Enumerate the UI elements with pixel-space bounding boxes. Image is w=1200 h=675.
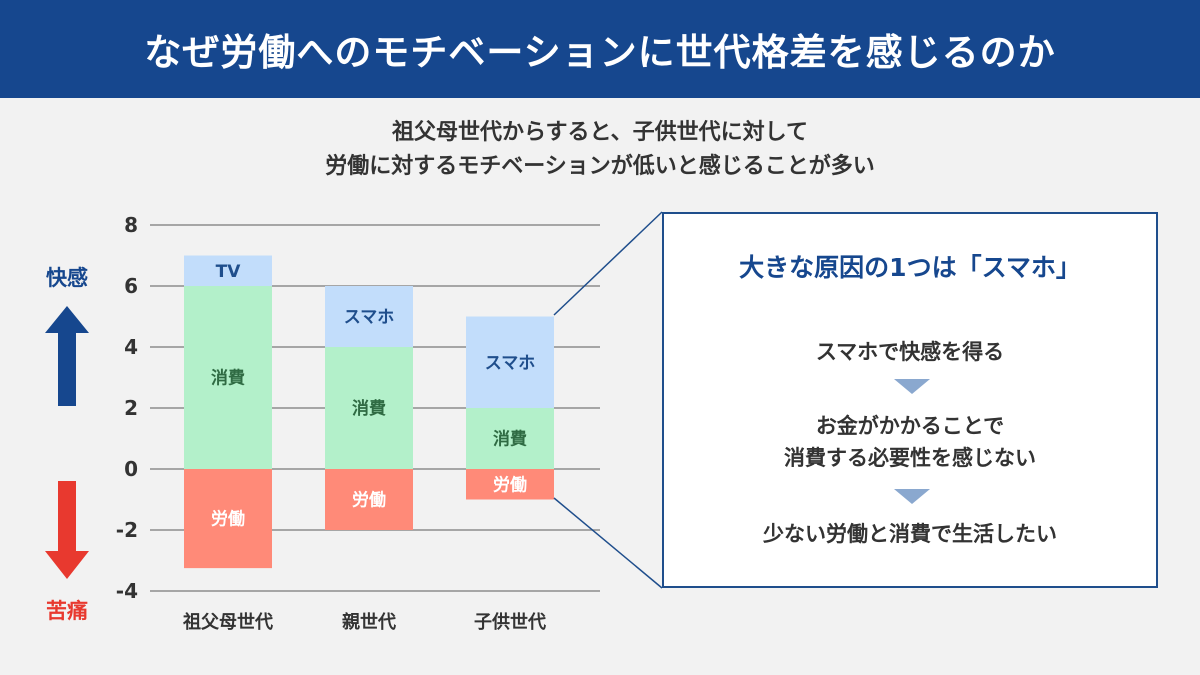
callout-step-1-line-1: スマホで快感を得る <box>815 340 1005 364</box>
callout-box: 大きな原因の1つは「スマホ」 スマホで快感を得る お金がかかることで 消費する必… <box>662 212 1158 588</box>
down-arrow-icon <box>894 489 930 504</box>
callout-step-2-line-2: 消費する必要性を感じない <box>784 446 1036 470</box>
subtitle-line-2: 労働に対するモチベーションが低いと感じることが多い <box>325 154 875 179</box>
y-tick-label: 0 <box>124 457 138 481</box>
callout-step-2: お金がかかることで 消費する必要性を感じない <box>664 410 1156 474</box>
data-label: 労働 <box>493 474 527 495</box>
y-tick-label: 4 <box>124 335 138 359</box>
y-tick-label: -2 <box>116 518 138 542</box>
y-tick-label: 8 <box>124 213 138 237</box>
down-arrow-icon <box>45 481 89 579</box>
x-tick-label: 親世代 <box>342 611 396 633</box>
bar-segment <box>325 469 413 530</box>
data-label: 労働 <box>211 509 245 530</box>
bar-segment <box>325 286 413 347</box>
x-tick-label: 祖父母世代 <box>182 611 273 633</box>
y-tick-label: 2 <box>124 396 138 420</box>
callout-title: 大きな原因の1つは「スマホ」 <box>739 253 1081 282</box>
callout-step-2-line-1: お金がかかることで <box>815 414 1005 438</box>
data-label: スマホ <box>344 308 395 328</box>
page-title: なぜ労働へのモチベーションに世代格差を感じるのか <box>0 0 1200 98</box>
data-label: 消費 <box>352 398 386 419</box>
callout-step-1: スマホで快感を得る <box>664 336 1156 368</box>
callout-step-3: 少ない労働と消費で生活したい <box>664 518 1156 550</box>
callout-step-3-line-1: 少ない労働と消費で生活したい <box>763 522 1057 546</box>
data-label: 労働 <box>352 490 386 511</box>
data-label: スマホ <box>485 353 536 373</box>
callout-connector-line <box>553 497 663 589</box>
bar-segment <box>466 316 554 408</box>
down-arrow-icon <box>894 379 930 394</box>
data-label: TV <box>216 262 242 282</box>
subtitle: 祖父母世代からすると、子供世代に対して 労働に対するモチベーションが低いと感じる… <box>0 116 1200 184</box>
side-label-pleasure: 快感 <box>46 266 88 290</box>
up-arrow-icon <box>45 306 89 406</box>
data-label: 消費 <box>493 429 527 450</box>
data-label: 消費 <box>211 368 245 389</box>
y-tick-label: 6 <box>124 274 138 298</box>
bar-segment <box>466 408 554 469</box>
y-tick-label: -4 <box>116 579 138 603</box>
bar-segment <box>466 469 554 500</box>
subtitle-line-1: 祖父母世代からすると、子供世代に対して <box>391 120 809 145</box>
side-label-pain: 苦痛 <box>46 599 88 623</box>
bar-segment <box>184 469 272 569</box>
x-tick-label: 子供世代 <box>474 611 546 633</box>
bar-segment <box>184 286 272 469</box>
bar-segment <box>325 347 413 469</box>
bar-segment <box>184 255 272 286</box>
callout-connector-line <box>553 211 663 316</box>
